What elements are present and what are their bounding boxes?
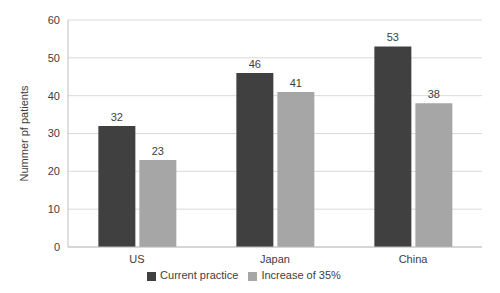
svg-text:53: 53 (387, 31, 399, 43)
svg-text:30: 30 (48, 127, 60, 139)
svg-text:Japan: Japan (260, 253, 290, 265)
svg-text:46: 46 (249, 58, 261, 70)
svg-text:Nummer pf patients: Nummer pf patients (18, 85, 30, 181)
svg-text:10: 10 (48, 203, 60, 215)
html-text:Current practice: Current practice (160, 269, 239, 281)
html-text:Increase of 35%: Increase of 35% (261, 269, 341, 281)
svg-text:23: 23 (152, 145, 164, 157)
svg-text:US: US (129, 253, 144, 265)
svg-text:20: 20 (48, 165, 60, 177)
svg-text:China: China (399, 253, 429, 265)
svg-text:60: 60 (48, 14, 60, 26)
svg-text:32: 32 (111, 111, 123, 123)
svg-text:40: 40 (48, 90, 60, 102)
svg-text:38: 38 (428, 88, 440, 100)
svg-text:41: 41 (290, 77, 302, 89)
svg-text:50: 50 (48, 52, 60, 64)
svg-text:0: 0 (54, 241, 60, 253)
